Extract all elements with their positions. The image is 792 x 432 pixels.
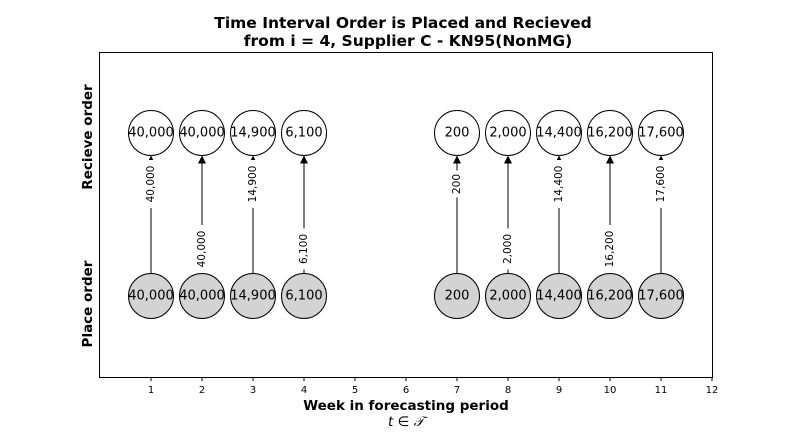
arrow-quantity-label: 40,000	[196, 231, 208, 268]
place-order-label: 6,100	[285, 289, 322, 304]
x-axis-ticks: 1 2 3 4 5 6 7 8 9 10 11 12	[148, 377, 719, 396]
arrow-quantity-label: 14,400	[553, 166, 565, 203]
plot-frame	[99, 52, 713, 378]
arrow-label-bg	[604, 225, 616, 273]
place-order-node	[536, 273, 582, 319]
place-order-node	[587, 273, 633, 319]
arrow-label-bg	[247, 160, 259, 208]
arrow-label-bg	[298, 228, 310, 270]
x-tick-label: 6	[403, 385, 409, 396]
receive-order-node	[128, 110, 174, 156]
x-tick-label: 12	[706, 385, 719, 396]
x-tick-label: 8	[505, 385, 511, 396]
arrow-label-bg	[451, 170, 463, 198]
arrow-label-bg	[655, 160, 667, 208]
receive-order-label: 14,400	[536, 126, 582, 141]
arrow-quantity-label: 6,100	[298, 234, 310, 264]
place-order-label: 40,000	[128, 289, 174, 304]
place-order-node	[128, 273, 174, 319]
place-order-node	[230, 273, 276, 319]
receive-order-label: 17,600	[638, 126, 684, 141]
row-label-place: Place order	[80, 260, 96, 347]
receive-order-node	[587, 110, 633, 156]
receive-order-node	[485, 110, 531, 156]
x-tick-label: 1	[148, 385, 154, 396]
place-order-label: 200	[445, 289, 470, 304]
receive-order-node	[230, 110, 276, 156]
receive-order-label: 16,200	[587, 126, 633, 141]
x-tick-label: 10	[604, 385, 617, 396]
receive-order-node	[281, 110, 327, 156]
x-axis-label: Week in forecasting period	[303, 398, 509, 414]
x-tick-label: 3	[250, 385, 256, 396]
place-order-node	[281, 273, 327, 319]
receive-order-node	[434, 110, 480, 156]
arrow-quantity-label: 200	[451, 174, 463, 194]
x-tick-label: 7	[454, 385, 460, 396]
receive-order-label: 14,900	[230, 126, 276, 141]
place-order-label: 17,600	[638, 289, 684, 304]
place-order-label: 2,000	[489, 289, 526, 304]
x-tick-label: 9	[556, 385, 562, 396]
arrow-quantity-label: 16,200	[604, 231, 616, 268]
arrow-label-bg	[502, 228, 514, 270]
x-tick-label: 4	[301, 385, 307, 396]
receive-order-node	[179, 110, 225, 156]
place-order-node	[434, 273, 480, 319]
receive-order-label: 40,000	[179, 126, 225, 141]
receive-order-node	[638, 110, 684, 156]
x-tick-label: 2	[199, 385, 205, 396]
arrow-label-bg	[553, 160, 565, 208]
row-label-receive: Recieve order	[80, 84, 96, 190]
arrow-quantity-label: 14,900	[247, 166, 259, 203]
place-order-label: 14,400	[536, 289, 582, 304]
order-nodes: 40,000 40,000 40,000 40,000 14,900 14,900 6,10…	[128, 110, 684, 319]
x-tick-label: 5	[352, 385, 358, 396]
receive-order-node	[536, 110, 582, 156]
place-order-label: 40,000	[179, 289, 225, 304]
receive-order-label: 40,000	[128, 126, 174, 141]
place-order-label: 14,900	[230, 289, 276, 304]
x-axis-sublabel: t ∈ 𝒯	[388, 414, 429, 430]
receive-order-label: 6,100	[285, 126, 322, 141]
x-tick-label: 11	[655, 385, 668, 396]
arrow-quantity-label: 40,000	[145, 166, 157, 203]
arrow-label-bg	[196, 225, 208, 273]
place-order-node	[485, 273, 531, 319]
figure-title-line1: Time Interval Order is Placed and Reciev…	[214, 14, 591, 32]
place-order-label: 16,200	[587, 289, 633, 304]
figure-title-line2: from i = 4, Supplier C - KN95(NonMG)	[244, 32, 572, 50]
receive-order-label: 2,000	[489, 126, 526, 141]
place-order-node	[638, 273, 684, 319]
arrow-quantity-label: 2,000	[502, 234, 514, 264]
place-order-node	[179, 273, 225, 319]
arrow-quantity-label: 17,600	[655, 166, 667, 203]
arrow-label-bg	[145, 160, 157, 208]
receive-order-label: 200	[445, 126, 470, 141]
order-arrows: 40,000 40,000 14,900 6,100 200 2,000 14,400 16,…	[145, 155, 667, 274]
